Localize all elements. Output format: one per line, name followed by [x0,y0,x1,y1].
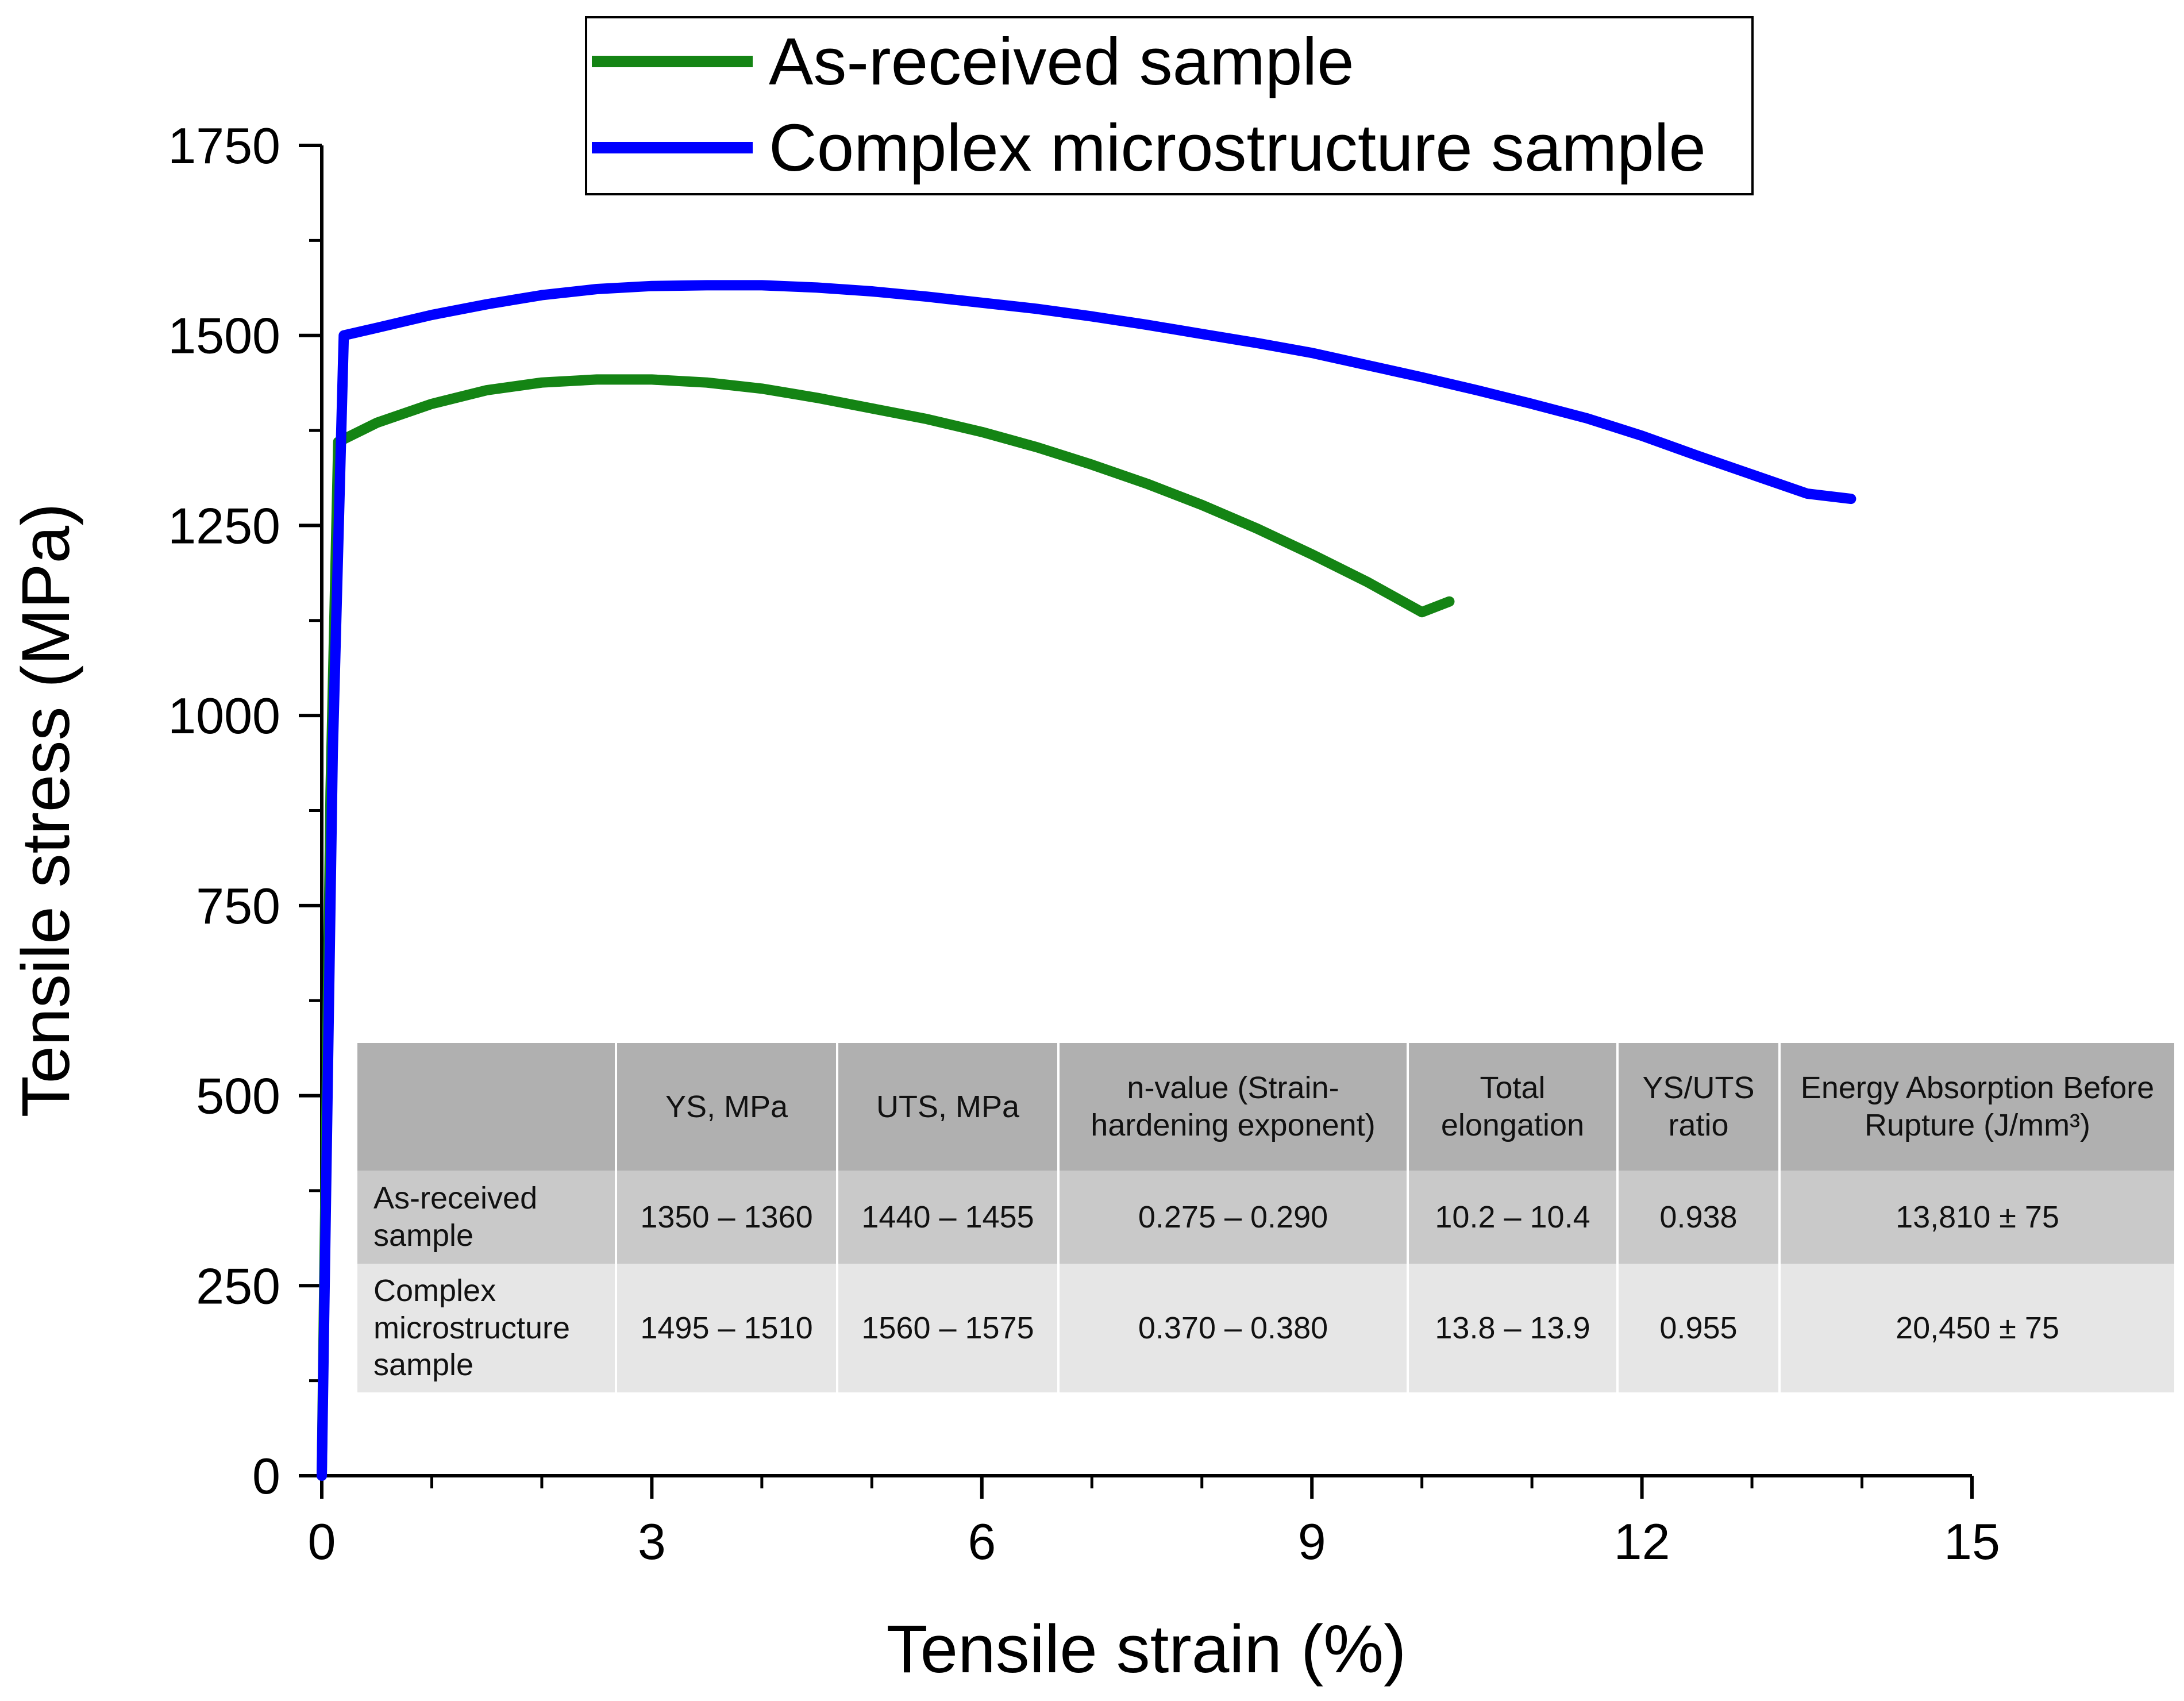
legend-box [585,16,1754,195]
table-row-label: Complex microstructure sample [357,1264,617,1392]
table-cell: 0.370 – 0.380 [1058,1264,1409,1392]
table-header-row: YS, MPa UTS, MPa n-value (Strain-hardeni… [357,1043,2174,1171]
series-layer [317,280,1856,1481]
x-tick-label: 6 [968,1513,996,1570]
table-cell: 1350 – 1360 [616,1171,838,1264]
table-header-energy: Energy Absorption Before Rupture (J/mm³) [1800,1071,2155,1142]
x-tick-label: 12 [1614,1513,1670,1570]
y-tick-label: 250 [196,1257,280,1314]
table-header-uts: UTS, MPa [837,1043,1060,1171]
y-tick-label: 0 [252,1448,280,1504]
x-tick-label: 3 [638,1513,666,1570]
y-axis-title: Tensile stress (MPa) [8,503,84,1118]
y-tick-label: 1750 [168,117,280,174]
series-line-1 [317,280,1856,1481]
y-tick-label: 750 [196,878,280,934]
table-header-ys-uts-ratio: YS/UTS ratio [1617,1043,1781,1171]
x-tick-label: 9 [1298,1513,1326,1570]
y-tick-label: 500 [196,1068,280,1125]
table-header-n-value: n-value (Strain-hardening exponent) [1058,1043,1409,1171]
table-cell: 13,810 ± 75 [1896,1199,2059,1234]
table-cell: 1560 – 1575 [837,1264,1060,1392]
table-cell: 0.955 [1617,1264,1781,1392]
x-tick-label: 0 [308,1513,336,1570]
axes: 0 250 500 750 1000 1250 1500 1750 0 3 6 9 12 15 [168,117,2000,1570]
table-cell: 0.275 – 0.290 [1058,1171,1409,1264]
table-header-ys: YS, MPa [616,1043,838,1171]
x-axis-title: Tensile strain (%) [887,1611,1407,1687]
table-cell: 20,450 ± 75 [1896,1310,2059,1345]
table-row-label: As-received sample [357,1171,617,1264]
legend: As-received sample Complex microstructure… [585,16,1754,195]
y-tick-label: 1500 [168,307,280,364]
table-row: As-received sample 1350 – 1360 1440 – 14… [357,1171,2174,1264]
x-tick-label: 15 [1944,1513,2000,1570]
table-header-blank [357,1043,617,1171]
table-row: Complex microstructure sample 1495 – 151… [357,1264,2174,1392]
properties-table: YS, MPa UTS, MPa n-value (Strain-hardeni… [357,1043,2174,1392]
y-tick-label: 1000 [168,687,280,744]
table-cell: 1440 – 1455 [837,1171,1060,1264]
legend-label-0: As-received sample [769,24,1354,99]
y-tick-label: 1250 [168,497,280,554]
series-line-0 [317,374,1455,1481]
table-cell: 1495 – 1510 [616,1264,838,1392]
table-cell: 0.938 [1617,1171,1781,1264]
table-header-elongation: Total elongation [1408,1043,1619,1171]
legend-label-1: Complex microstructure sample [769,110,1706,185]
table-cell: 13.8 – 13.9 [1408,1264,1619,1392]
table-cell: 10.2 – 10.4 [1408,1171,1619,1264]
